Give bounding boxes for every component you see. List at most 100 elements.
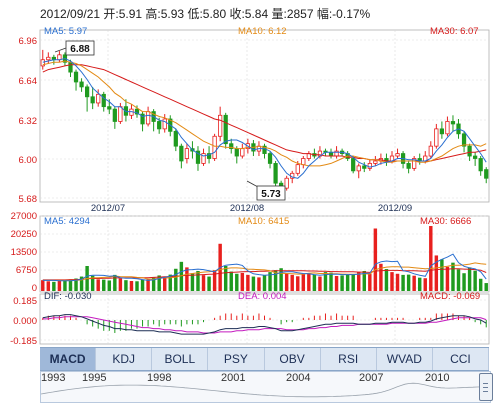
candle-body xyxy=(439,128,445,135)
volume-bar xyxy=(368,273,372,291)
volume-bar xyxy=(273,270,278,291)
nav-year-1995: 1995 xyxy=(82,372,107,384)
volume-bar xyxy=(240,272,245,291)
volume-bar xyxy=(257,277,261,291)
volume-bar xyxy=(290,274,294,291)
volume-bar xyxy=(390,272,394,291)
volume-bar xyxy=(246,274,250,291)
volume-tick-1: 20250 xyxy=(11,229,37,240)
tab-boll[interactable]: BOLL xyxy=(152,348,209,370)
volume-tick-0: 27000 xyxy=(11,211,37,222)
volume-bar xyxy=(401,274,405,291)
candle-body xyxy=(73,71,79,83)
candle-body xyxy=(267,153,273,164)
volume-bar xyxy=(113,274,117,291)
price-tick-2: 6.32 xyxy=(19,116,38,127)
range-navigator[interactable]: 1993 1995 1998 2001 2004 2007 2010 xyxy=(40,371,491,403)
range-handle-right[interactable] xyxy=(479,373,493,401)
candle-body xyxy=(273,163,278,184)
candle-body xyxy=(362,165,367,169)
volume-bar xyxy=(212,270,217,291)
volume-ma5-label: MA5: 4294 xyxy=(44,216,90,227)
quote-summary: 2012/09/21 开:5.91 高:5.93 低:5.80 收:5.84 量… xyxy=(40,7,371,21)
dif-line xyxy=(42,314,487,335)
candle-body xyxy=(206,153,212,159)
volume-bar xyxy=(235,273,239,291)
volume-bar xyxy=(412,275,416,291)
candle-body xyxy=(450,121,456,125)
candle-body xyxy=(79,81,84,88)
candle-body xyxy=(473,155,478,159)
candle-body xyxy=(395,153,400,157)
candle-body xyxy=(145,111,151,125)
tab-wvad[interactable]: WVAD xyxy=(377,348,433,370)
volume-bar xyxy=(357,271,361,291)
volume-bar xyxy=(57,281,62,291)
volume-bar xyxy=(473,270,477,291)
candle-body xyxy=(112,108,117,122)
nav-year-2004: 2004 xyxy=(286,372,311,384)
volume-bar xyxy=(135,281,139,291)
volume-bar xyxy=(68,279,73,291)
low-price-callout: 5.73 xyxy=(261,189,281,200)
candle-body xyxy=(134,108,140,115)
candle-body xyxy=(195,150,201,164)
price-tick-4: 5.68 xyxy=(19,194,38,205)
nav-year-2001: 2001 xyxy=(221,372,246,384)
tab-obv[interactable]: OBV xyxy=(265,348,321,370)
candle-body xyxy=(96,93,101,104)
price-ma30-label: MA30: 6.07 xyxy=(430,26,479,37)
candle-body xyxy=(478,158,483,172)
candle-body xyxy=(218,114,223,137)
volume-bar xyxy=(163,276,167,291)
nav-year-1998: 1998 xyxy=(147,372,172,384)
candle-body xyxy=(157,121,162,130)
macd-value-label: MACD: -0.069 xyxy=(420,291,480,302)
indicator-tabs: MACD KDJ BOLL PSY OBV RSI WVAD CCI xyxy=(40,347,489,371)
volume-bar xyxy=(96,279,100,291)
volume-bar xyxy=(318,276,322,291)
nav-year-2007: 2007 xyxy=(359,372,384,384)
tab-psy[interactable]: PSY xyxy=(208,348,265,370)
tab-macd[interactable]: MACD xyxy=(40,348,97,370)
nav-year-2010: 2010 xyxy=(425,372,450,384)
macd-dif-label: DIF: -0.030 xyxy=(44,291,92,302)
volume-bar xyxy=(445,266,450,291)
price-tick-3: 6.00 xyxy=(19,155,38,166)
candle-body xyxy=(467,145,472,157)
candle-body xyxy=(328,151,334,157)
candle-body xyxy=(229,143,234,150)
tab-rsi[interactable]: RSI xyxy=(321,348,377,370)
tab-cci[interactable]: CCI xyxy=(433,348,489,370)
volume-bar xyxy=(74,278,78,291)
volume-bar xyxy=(384,269,389,291)
volume-bar xyxy=(379,263,383,291)
candle-body xyxy=(68,61,73,73)
candle-body xyxy=(445,121,450,135)
volume-bar xyxy=(279,268,283,291)
date-tick-1: 2012/08 xyxy=(230,203,264,214)
candle-body xyxy=(301,158,306,166)
candle-body xyxy=(351,158,356,172)
volume-bar xyxy=(373,228,378,291)
price-tick-1: 6.64 xyxy=(19,76,38,87)
volume-bar xyxy=(174,268,178,291)
candle-body xyxy=(484,169,489,179)
volume-bar xyxy=(340,275,344,291)
candle-body xyxy=(461,133,467,147)
volume-bar xyxy=(118,278,123,291)
volume-bar xyxy=(296,276,300,291)
tab-kdj[interactable]: KDJ xyxy=(96,348,153,370)
ma5-line xyxy=(42,57,487,179)
volume-bar xyxy=(301,274,306,291)
volume-bar xyxy=(157,275,161,291)
ma10-line xyxy=(42,60,487,167)
price-ma5-label: MA5: 5.97 xyxy=(44,26,87,37)
volume-tick-3: 6750 xyxy=(16,265,37,276)
volume-bar xyxy=(63,279,67,291)
date-tick-0: 2012/07 xyxy=(91,203,125,214)
macd-tick-1: 0.000 xyxy=(13,316,37,327)
candle-body xyxy=(101,93,106,108)
volume-ma30-line xyxy=(42,268,487,281)
volume-bar xyxy=(41,280,45,291)
